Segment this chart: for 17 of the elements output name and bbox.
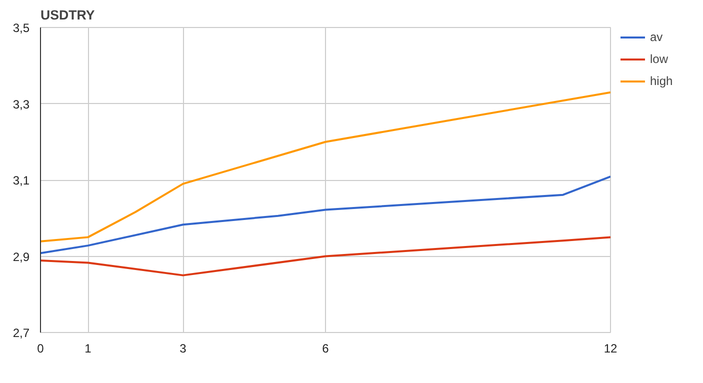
legend-label: av — [650, 30, 664, 44]
y-tick-label: 3,1 — [12, 174, 30, 188]
x-tick-label: 1 — [84, 342, 92, 356]
x-tick-label: 6 — [322, 342, 330, 356]
chart-title: USDTRY — [40, 8, 95, 22]
legend-label: low — [650, 52, 670, 66]
y-tick-label: 2,7 — [12, 326, 30, 340]
legend-label: high — [650, 74, 673, 88]
line-series — [40, 91, 610, 242]
y-tick-label: 3,5 — [12, 21, 30, 35]
y-tick-label: 3,3 — [12, 97, 30, 112]
x-tick-label: 3 — [180, 342, 187, 356]
line-series — [40, 236, 610, 276]
line-series — [40, 176, 610, 254]
x-tick-label: 0 — [37, 342, 44, 356]
y-tick-label: 2,9 — [12, 250, 30, 264]
x-tick-label: 12 — [604, 342, 618, 356]
